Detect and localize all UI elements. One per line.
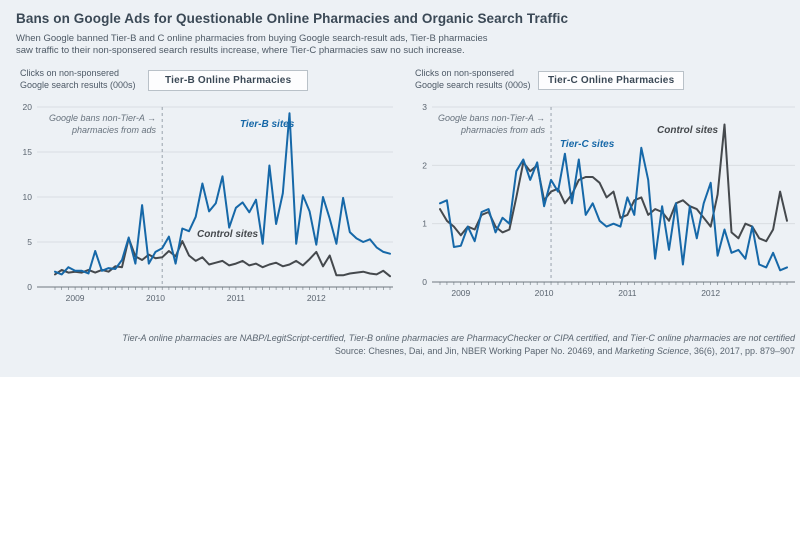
source-journal-name: Marketing Science [614, 345, 689, 356]
tier-b-sites-series-label: Tier-B sites [240, 119, 295, 130]
y-tick-label: 2 [422, 160, 427, 170]
tier-b-control-sites-series-label: Control sites [197, 229, 259, 240]
tier-c-ban-annotation-line1: Google bans non-Tier-A → [438, 113, 545, 123]
tier-b-ban-annotation: Google bans non-Tier-A → pharmacies from… [20, 112, 156, 136]
tier-c-y-axis-title: Clicks on non-sponsered Google search re… [415, 68, 531, 91]
tier-c-chart-title-box: Tier-C Online Pharmacies [538, 71, 685, 90]
tier-c-sites-series-label: Tier-C sites [560, 139, 615, 150]
y-tick-label: 0 [27, 282, 32, 292]
tier-b-ban-annotation-line1: Google bans non-Tier-A → [49, 113, 156, 123]
tier-b-chart-title-box: Tier-B Online Pharmacies [148, 70, 309, 91]
y-tick-label: 1 [422, 219, 427, 229]
source-text: Source: Chesnes, Dai, and Jin, NBER Work… [334, 345, 615, 356]
source-line: Source: Chesnes, Dai, and Jin, NBER Work… [122, 345, 795, 358]
tier-b-line-chart: 0 5 10 15 20 2009 2010 2011 2012 [23, 102, 393, 303]
year-label: 2010 [146, 293, 165, 303]
tier-c-control-sites-series-label: Control sites [657, 125, 719, 136]
figure-subtitle-line1: When Google banned Tier-B and C online p… [16, 33, 488, 44]
year-label: 2012 [701, 288, 720, 298]
y-tick-label: 15 [23, 147, 33, 157]
year-label: 2010 [535, 288, 554, 298]
year-label: 2009 [66, 293, 85, 303]
tier-b-y-axis-title: Clicks on non-sponsered Google search re… [20, 68, 136, 91]
tier-c-line-chart: 0 1 2 3 2009 2010 2011 2012 [422, 102, 795, 298]
tier-c-y-axis-title-line1: Clicks on non-sponsered [415, 68, 515, 78]
tier-c-ban-annotation-line2: pharmacies from ads [460, 125, 545, 135]
tier-b-y-axis-title-line1: Clicks on non-sponsered [20, 68, 120, 78]
figure-footer: Tier-A online pharmacies are NABP/LegitS… [122, 332, 795, 357]
tier-b-sites-line [54, 112, 391, 276]
year-label: 2012 [307, 293, 326, 303]
y-tick-label: 10 [23, 192, 33, 202]
year-label: 2011 [227, 293, 246, 303]
figure-title: Bans on Google Ads for Questionable Onli… [16, 11, 569, 26]
certification-note: Tier-A online pharmacies are NABP/LegitS… [122, 333, 795, 343]
source-citation-detail: , 36(6), 2017, pp. 879–907 [688, 345, 795, 356]
tier-b-ban-annotation-line2: pharmacies from ads [71, 125, 156, 135]
y-tick-label: 0 [422, 277, 427, 287]
tier-c-y-axis-title-line2: Google search results (000s) [415, 79, 531, 90]
y-tick-label: 20 [23, 102, 33, 112]
year-label: 2009 [451, 288, 470, 298]
year-label: 2011 [618, 288, 637, 298]
y-tick-label: 5 [27, 237, 32, 247]
tier-c-sites-line [439, 146, 788, 272]
figure-subtitle: When Google banned Tier-B and C online p… [16, 33, 488, 57]
tier-c-ban-annotation: Google bans non-Tier-A → pharmacies from… [415, 112, 545, 136]
figure-subtitle-line2: saw traffic to their non-sponsered searc… [16, 45, 465, 56]
y-tick-label: 3 [422, 102, 427, 112]
control-sites-line [54, 237, 391, 278]
tier-b-y-axis-title-line2: Google search results (000s) [20, 79, 136, 90]
chart-panel-background: Bans on Google Ads for Questionable Onli… [0, 0, 800, 377]
